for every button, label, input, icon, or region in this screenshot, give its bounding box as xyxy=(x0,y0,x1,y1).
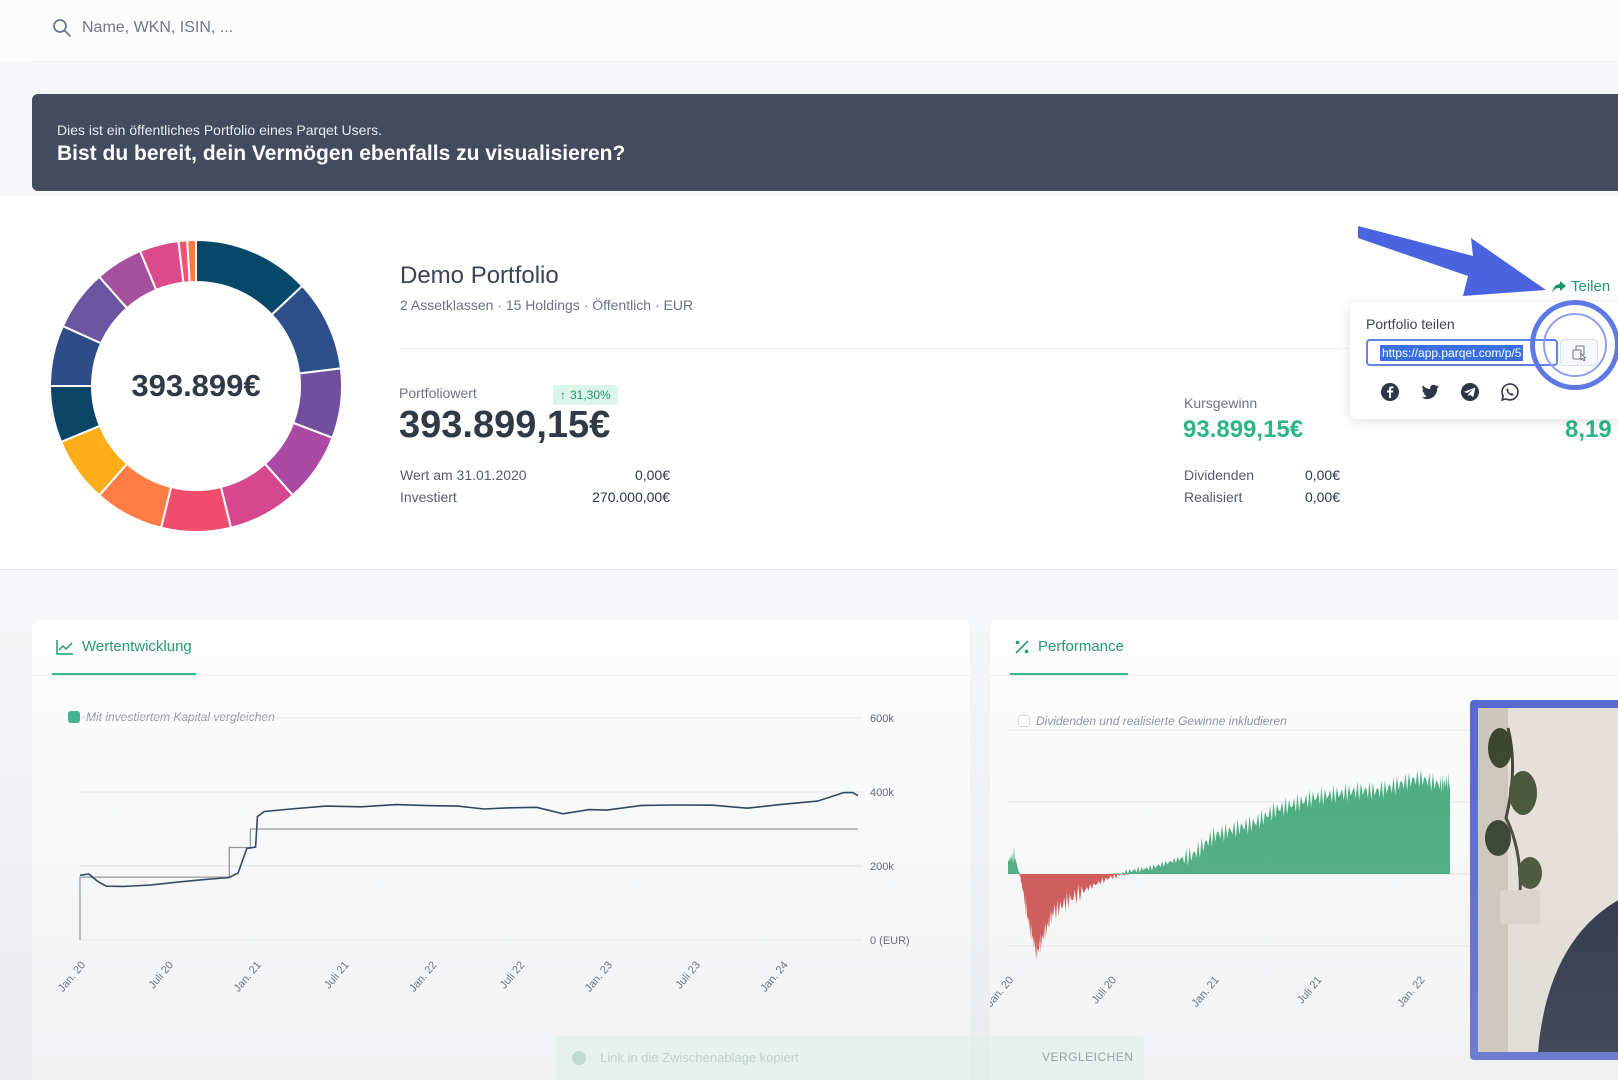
checkbox-unchecked-icon xyxy=(1018,715,1030,727)
divider xyxy=(990,675,1618,676)
allocation-donut-chart: 393.899€ xyxy=(48,238,344,534)
facebook-icon[interactable] xyxy=(1380,382,1400,402)
toast-bar: Link in die Zwischenablage kopiert VERGL… xyxy=(556,1036,1144,1080)
donut-segment-15[interactable] xyxy=(186,238,197,284)
wert-am-label: Wert am 31.01.2020 xyxy=(400,467,527,483)
tab-wertentwicklung[interactable]: Wertentwicklung xyxy=(52,620,196,675)
performance-badge: ↑ 31,30% xyxy=(553,385,618,405)
line-chart-icon xyxy=(56,639,73,655)
portfolio-meta: 2 Assetklassen · 15 Holdings · Öffentlic… xyxy=(400,297,694,313)
search-box[interactable]: Name, WKN, ISIN, ... xyxy=(52,18,233,38)
x-tick-label: Jan. 24 xyxy=(758,959,790,994)
share-button[interactable]: Teilen xyxy=(1552,278,1610,295)
webcam-overlay xyxy=(1470,700,1618,1060)
twitter-icon[interactable] xyxy=(1420,382,1440,402)
tab-performance[interactable]: Performance xyxy=(1010,620,1128,675)
annotation-arrow xyxy=(1358,226,1546,296)
y-tick-label: 400k xyxy=(870,787,894,799)
tab-wertentwicklung-label: Wertentwicklung xyxy=(82,638,192,655)
invested-capital-line xyxy=(79,828,858,940)
x-tick-label: Jan. 20 xyxy=(990,974,1016,1009)
click-highlight-inner-ring xyxy=(1543,313,1607,377)
investiert-value: 270.000,00€ xyxy=(592,489,670,505)
kursgewinn-label: Kursgewinn xyxy=(1184,395,1258,411)
investiert-label: Investiert xyxy=(400,489,457,505)
include-dividends-label: Dividenden und realisierte Gewinne inklu… xyxy=(1036,714,1287,728)
donut-center-value: 393.899€ xyxy=(131,368,261,403)
check-circle-icon xyxy=(572,1051,586,1065)
portfoliowert-label: Portfoliowert xyxy=(399,385,477,401)
dividenden-label: Dividenden xyxy=(1184,467,1255,483)
banner-line1: Dies ist ein öffentliches Portfolio eine… xyxy=(57,122,383,138)
x-tick-label: Juli 23 xyxy=(673,959,703,991)
divider xyxy=(32,61,1618,62)
x-tick-label: Juli 20 xyxy=(1089,974,1119,1006)
telegram-icon[interactable] xyxy=(1460,382,1480,402)
x-tick-label: Juli 20 xyxy=(146,959,176,991)
x-tick-label: Juli 21 xyxy=(1295,974,1325,1006)
arrow-up-icon: ↑ xyxy=(560,388,566,402)
public-portfolio-banner[interactable]: Dies ist ein öffentliches Portfolio eine… xyxy=(32,94,1618,191)
badge-value: 31,30% xyxy=(570,388,611,402)
portfolio-value-line xyxy=(79,791,859,888)
banner-headline: Bist du bereit, dein Vermögen ebenfalls … xyxy=(57,142,626,165)
x-tick-label: Jan. 20 xyxy=(56,959,88,994)
include-dividends-checkbox[interactable]: Dividenden und realisierte Gewinne inklu… xyxy=(1018,714,1287,728)
wertentwicklung-chart: 0 (EUR) 200k 400k 600k Jan. 20 Juli 20 Jan. 21… xyxy=(56,713,910,995)
divider xyxy=(32,675,970,676)
search-icon xyxy=(53,19,71,37)
wert-am-value: 0,00€ xyxy=(634,467,670,483)
share-url-value[interactable]: https://app.parqet.com/p/5 xyxy=(1380,345,1524,361)
share-popover-title: Portfolio teilen xyxy=(1366,316,1455,332)
top-bar: Name, WKN, ISIN, ... xyxy=(0,0,1618,62)
toast-text: Link in die Zwischenablage kopiert xyxy=(600,1050,799,1065)
checkbox-checked-icon xyxy=(68,711,80,723)
wertentwicklung-card: Wertentwicklung Mit investiertem Kapital… xyxy=(32,620,970,1080)
search-input[interactable]: Name, WKN, ISIN, ... xyxy=(82,19,234,36)
x-tick-label: Juli 22 xyxy=(498,959,528,991)
compare-button[interactable]: VERGLEICHEN xyxy=(1042,1050,1134,1064)
y-tick-label: 200k xyxy=(870,861,894,873)
tab-performance-label: Performance xyxy=(1038,638,1124,655)
whatsapp-icon[interactable] xyxy=(1500,382,1520,402)
click-highlight-ring xyxy=(1530,300,1618,390)
x-tick-label: Juli 21 xyxy=(322,959,352,991)
webcam-image xyxy=(1478,708,1618,1052)
dividenden-value: 0,00€ xyxy=(1304,467,1340,483)
divider xyxy=(400,348,1400,349)
x-tick-label: Jan. 23 xyxy=(583,959,615,994)
realisiert-label: Realisiert xyxy=(1184,489,1243,505)
portfoliowert-value: 393.899,15€ xyxy=(399,404,611,446)
x-tick-label: Jan. 22 xyxy=(407,959,439,994)
share-icon xyxy=(1552,280,1566,293)
y-tick-label: 600k xyxy=(870,713,894,725)
share-button-label: Teilen xyxy=(1571,278,1611,295)
y-tick-label: 0 (EUR) xyxy=(870,935,910,947)
x-tick-label: Jan. 21 xyxy=(1189,974,1221,1009)
portfolio-name: Demo Portfolio xyxy=(400,262,559,289)
kursgewinn-value: 93.899,15€ xyxy=(1183,416,1304,443)
x-tick-label: Jan. 22 xyxy=(1395,974,1427,1009)
compare-capital-checkbox[interactable]: Mit investiertem Kapital vergleichen xyxy=(68,710,275,724)
x-tick-label: Jan. 21 xyxy=(232,959,264,994)
donut-svg xyxy=(48,238,343,534)
realisiert-value: 0,00€ xyxy=(1304,489,1340,505)
secondary-gain-value: 8,19 xyxy=(1565,416,1612,443)
performance-negative-area xyxy=(1008,874,1450,961)
performance-positive-area xyxy=(1008,769,1450,874)
percent-icon xyxy=(1015,639,1029,654)
compare-capital-label: Mit investiertem Kapital vergleichen xyxy=(86,710,275,724)
